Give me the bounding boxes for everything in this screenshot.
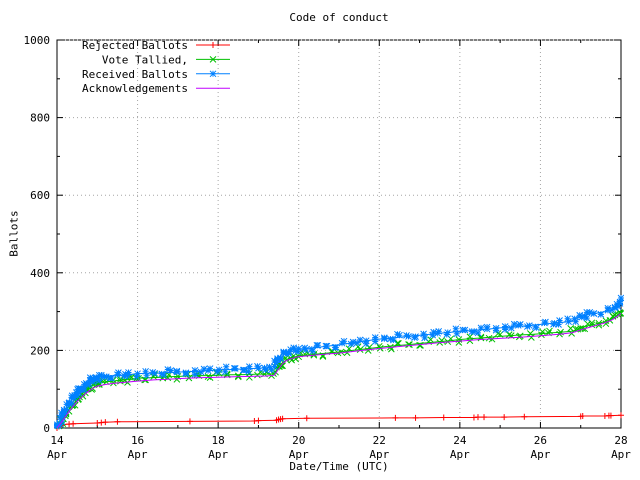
y-tick-label: 0 xyxy=(43,422,50,435)
x-tick-label: 24 xyxy=(453,434,467,447)
x-tick-label: 18 xyxy=(212,434,225,447)
x-tick-label-month: Apr xyxy=(611,448,631,461)
y-tick-label: 800 xyxy=(30,112,50,125)
x-tick-label: 22 xyxy=(373,434,386,447)
chart-title: Code of conduct xyxy=(289,11,389,24)
legend-item-acknowledgements: Acknowledgements xyxy=(82,82,230,95)
x-tick-label-month: Apr xyxy=(208,448,228,461)
x-tick-label: 20 xyxy=(292,434,305,447)
series-rejected-ballots xyxy=(54,412,624,431)
series-received-ballots xyxy=(54,294,624,430)
y-tick-labels: 0 200 400 600 800 1000 xyxy=(24,34,51,435)
x-axis-title: Date/Time (UTC) xyxy=(289,460,389,473)
legend-item-rejected-ballots: Rejected Ballots xyxy=(82,39,230,52)
x-tick-label-month: Apr xyxy=(289,448,309,461)
x-tick-label: 26 xyxy=(534,434,547,447)
x-tick-label-month: Apr xyxy=(530,448,550,461)
x-tick-label-month: Apr xyxy=(128,448,148,461)
y-tick-label: 400 xyxy=(30,267,50,280)
gridlines xyxy=(57,40,621,428)
legend-label: Acknowledgements xyxy=(82,82,188,95)
x-tick-label-month: Apr xyxy=(47,448,67,461)
axis-ticks xyxy=(56,39,622,429)
x-tick-label: 28 xyxy=(614,434,627,447)
x-tick-label-month: Apr xyxy=(450,448,470,461)
y-tick-label: 600 xyxy=(30,189,50,202)
y-tick-label: 1000 xyxy=(24,34,51,47)
legend-label: Rejected Ballots xyxy=(82,39,188,52)
legend-label: Vote Tallied, xyxy=(102,53,188,66)
legend-item-vote-tallied: Vote Tallied, xyxy=(102,53,230,66)
y-tick-label: 200 xyxy=(30,344,50,357)
series-acknowledgements xyxy=(56,312,622,429)
legend-label: Received Ballots xyxy=(82,68,188,81)
x-tick-label: 14 xyxy=(50,434,64,447)
x-tick-label: 16 xyxy=(131,434,144,447)
x-tick-label-month: Apr xyxy=(369,448,389,461)
legend-item-received-ballots: Received Ballots xyxy=(82,68,230,81)
plot-border xyxy=(56,39,622,429)
